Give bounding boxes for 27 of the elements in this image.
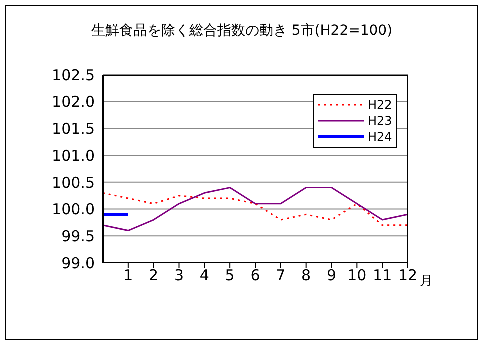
x-tick-label: 7	[276, 266, 286, 285]
legend-label: H23	[368, 114, 392, 128]
x-tick-label: 9	[326, 266, 337, 285]
y-tick-label: 101.0	[52, 146, 95, 165]
y-tick-label: 100.5	[52, 174, 95, 192]
x-tick-label: 5	[225, 266, 235, 285]
line-series	[103, 187, 408, 232]
y-tick-label: 102.5	[52, 66, 95, 84]
x-tick-label: 12	[398, 266, 418, 285]
x-tick-label: 10	[348, 266, 367, 285]
y-tick-label: 99.5	[62, 227, 95, 246]
y-tick-label: 99.0	[62, 254, 95, 272]
x-tick-label: 3	[174, 266, 184, 285]
x-tick-label: 6	[250, 266, 260, 285]
x-tick-label: 11	[373, 266, 392, 285]
y-tick-label: 102.0	[52, 93, 95, 112]
line-series	[103, 192, 408, 226]
x-axis-title: 月	[420, 273, 433, 290]
legend-label: H24	[368, 130, 392, 144]
x-tick-label: 8	[302, 266, 312, 285]
x-tick-label: 4	[200, 266, 210, 285]
legend-label: H22	[368, 98, 392, 112]
y-tick-label: 100.0	[52, 200, 95, 219]
y-tick-label: 101.5	[52, 120, 95, 138]
x-tick-label: 2	[149, 266, 159, 285]
x-tick-label: 1	[124, 266, 134, 285]
chart-title: 生鮮食品を除く総合指数の動き 5市(H22=100)	[90, 22, 394, 40]
